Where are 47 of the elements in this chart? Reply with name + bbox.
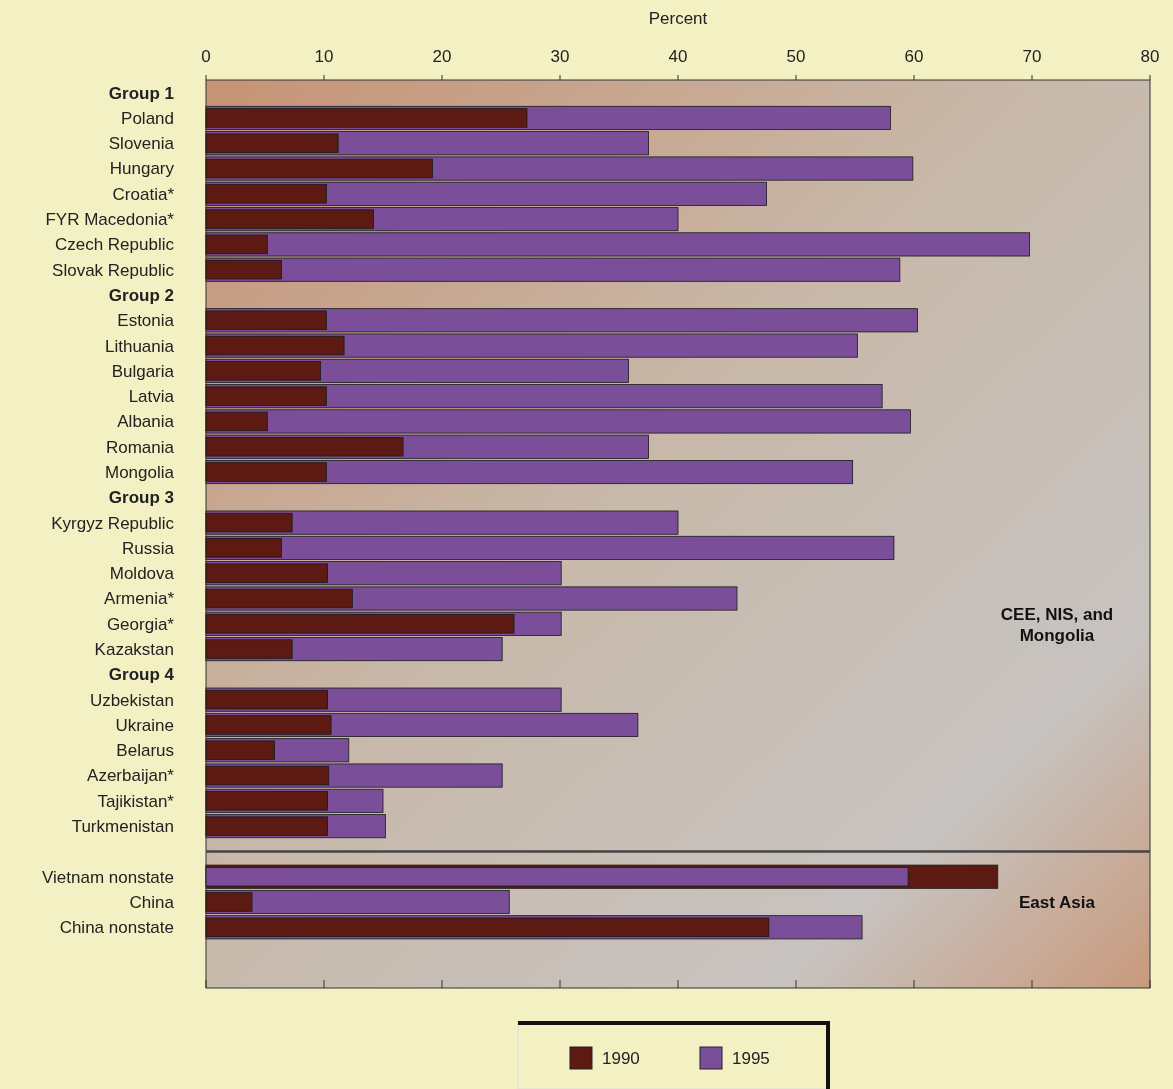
y-tick-label: Romania <box>105 437 175 457</box>
y-tick-label: Kyrgyz Republic <box>51 513 175 533</box>
y-tick-label: Ukraine <box>115 715 174 735</box>
y-tick-label: Estonia <box>117 311 175 331</box>
y-tick-label: Group 2 <box>108 285 174 305</box>
x-tick-label: 70 <box>1022 47 1042 66</box>
y-tick-label: Lithuania <box>104 336 175 356</box>
y-tick-label: Belarus <box>116 741 174 761</box>
x-tick-label: 50 <box>786 47 806 66</box>
annotation: CEE, NIS, and Mongolia <box>1000 604 1114 645</box>
y-tick-label: Group 4 <box>108 665 175 685</box>
y-tick-label: Latvia <box>128 387 175 407</box>
y-tick-label: Poland <box>121 108 174 128</box>
y-tick-label: Hungary <box>109 159 175 179</box>
y-tick-label: Group 1 <box>108 83 174 103</box>
y-tick-label: FYR Macedonia* <box>45 210 175 230</box>
y-tick-label: Azerbaijan* <box>87 766 175 786</box>
x-tick-label: 20 <box>432 47 452 66</box>
y-tick-label: Russia <box>122 538 175 558</box>
y-tick-label: Turkmenistan <box>71 817 174 837</box>
annotation: East Asia <box>1019 892 1096 912</box>
y-tick-label: Albania <box>117 412 175 432</box>
y-tick-label: Mongolia <box>105 462 175 482</box>
x-axis-title: Percent <box>648 9 708 28</box>
legend-label: 1995 <box>732 1048 770 1068</box>
y-tick-label: Tajikistan* <box>97 791 175 811</box>
x-tick-label: 80 <box>1140 47 1160 66</box>
x-tick-label: 40 <box>668 47 688 66</box>
y-tick-label: Group 3 <box>108 488 174 508</box>
y-tick-label: Armenia* <box>104 589 175 609</box>
y-tick-label: Slovak Republic <box>52 260 175 280</box>
legend-label: 1990 <box>602 1048 640 1068</box>
y-tick-label: Moldova <box>109 564 175 584</box>
y-tick-label: Kazakstan <box>94 640 174 660</box>
x-tick-label: 30 <box>550 47 570 66</box>
y-tick-label: Georgia* <box>106 614 175 634</box>
y-tick-label: Uzbekistan <box>89 690 174 710</box>
x-tick-label: 10 <box>314 47 334 66</box>
y-tick-label: China nonstate <box>59 918 174 938</box>
y-tick-label: China <box>129 892 175 912</box>
y-tick-label: Bulgaria <box>111 361 175 381</box>
x-tick-label: 60 <box>904 47 924 66</box>
y-tick-label: Czech Republic <box>54 235 175 255</box>
y-tick-label: Vietnam nonstate <box>42 867 174 887</box>
y-tick-label: Croatia* <box>112 184 175 204</box>
y-tick-label: Slovenia <box>108 134 175 154</box>
x-tick-label: 0 <box>201 47 211 66</box>
